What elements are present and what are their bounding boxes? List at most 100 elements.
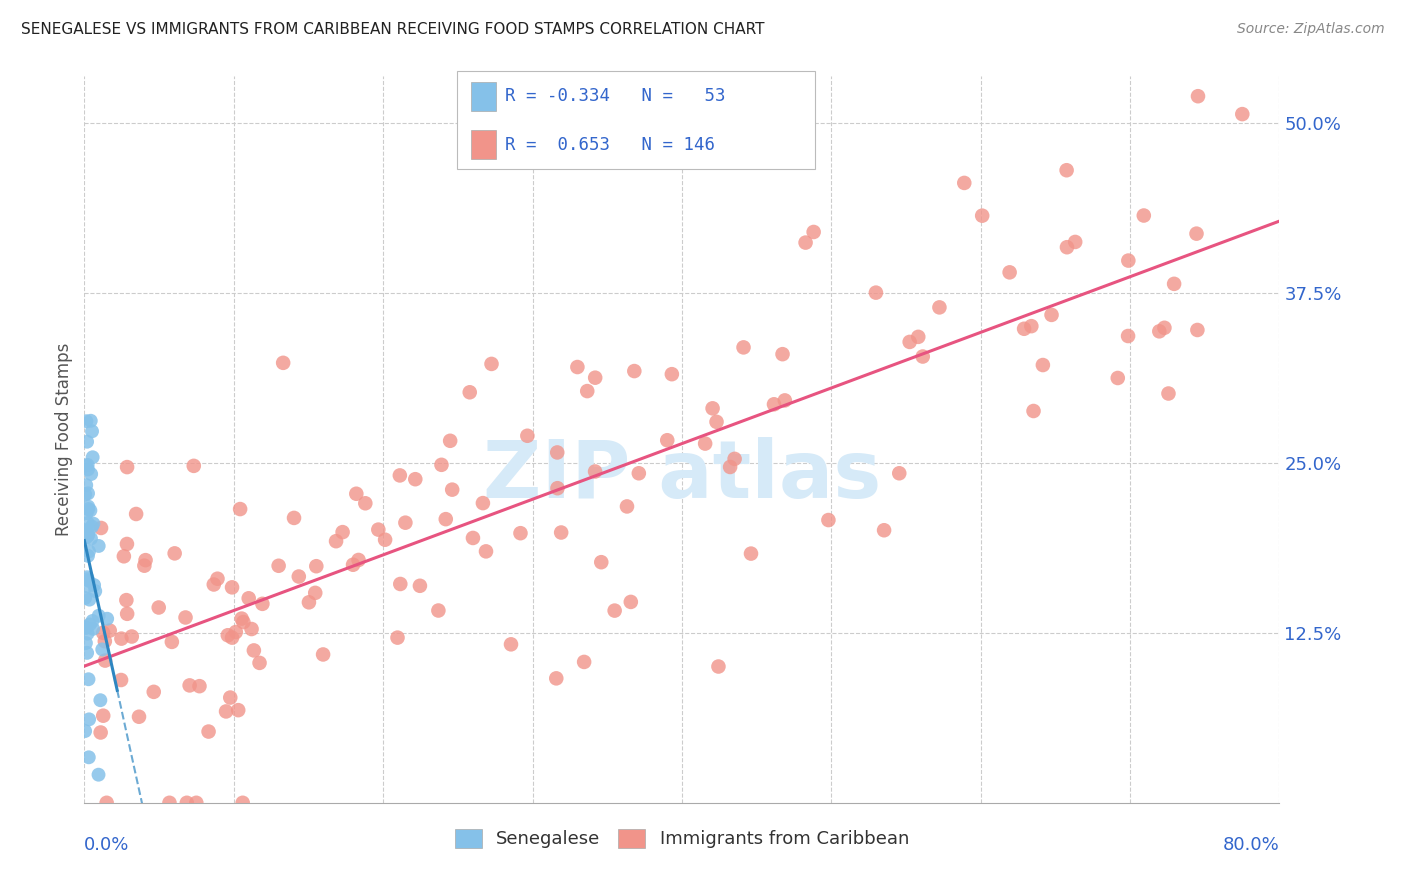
Point <box>75 621 97 635</box>
Point <box>75 414 97 428</box>
Point <box>174 610 197 624</box>
Point <box>243 643 266 657</box>
Point <box>77 502 100 516</box>
Point <box>546 445 568 459</box>
Point <box>183 458 205 473</box>
Point <box>226 703 249 717</box>
Point <box>1022 404 1045 418</box>
Point <box>82 614 104 628</box>
Point <box>439 434 461 448</box>
Point <box>772 347 794 361</box>
Point <box>207 572 229 586</box>
Point <box>77 672 100 686</box>
Point <box>76 646 98 660</box>
Point <box>1040 308 1063 322</box>
Point <box>695 436 717 450</box>
Point <box>87 539 110 553</box>
Point <box>110 673 132 687</box>
Point <box>342 558 364 572</box>
Point <box>1232 107 1254 121</box>
Point <box>1153 320 1175 334</box>
Point <box>998 265 1021 279</box>
Point <box>77 712 100 726</box>
Point <box>803 225 825 239</box>
Point <box>115 460 138 475</box>
Point <box>389 577 412 591</box>
Point <box>898 334 921 349</box>
Point <box>186 796 208 810</box>
Point <box>627 467 650 481</box>
Point <box>96 796 118 810</box>
Point <box>77 750 100 764</box>
Point <box>76 579 98 593</box>
Text: R = -0.334   N =   53: R = -0.334 N = 53 <box>505 87 725 105</box>
Point <box>115 537 138 551</box>
Point <box>1012 322 1035 336</box>
Point <box>312 648 335 662</box>
Point <box>232 796 254 810</box>
Point <box>267 558 290 573</box>
Point <box>75 458 97 473</box>
Point <box>83 578 105 592</box>
Point <box>79 503 101 517</box>
Point <box>481 357 503 371</box>
Point <box>134 558 156 573</box>
Point <box>159 796 181 810</box>
Point <box>75 724 97 739</box>
Point <box>94 634 117 648</box>
Point <box>1157 386 1180 401</box>
Point <box>1056 163 1078 178</box>
Point <box>90 725 112 739</box>
Point <box>583 370 606 384</box>
Point <box>583 465 606 479</box>
Point <box>76 434 98 449</box>
Point <box>1149 324 1171 338</box>
Point <box>80 467 103 481</box>
Point <box>576 384 599 398</box>
Point <box>77 549 100 563</box>
Point <box>817 513 839 527</box>
Point <box>142 685 165 699</box>
Point <box>911 350 934 364</box>
Point <box>112 549 135 564</box>
Point <box>80 519 103 533</box>
Point <box>550 525 572 540</box>
Point <box>723 451 745 466</box>
Point <box>718 460 741 475</box>
Point <box>80 425 103 439</box>
Point <box>79 592 101 607</box>
Point <box>427 603 450 617</box>
Point <box>325 534 347 549</box>
Point <box>80 414 103 428</box>
Point <box>91 708 114 723</box>
Point <box>91 625 114 640</box>
Point <box>76 626 98 640</box>
Point <box>953 176 976 190</box>
Point <box>603 604 626 618</box>
Point <box>221 580 243 594</box>
Point <box>332 525 354 540</box>
Point <box>231 611 253 625</box>
Point <box>271 356 294 370</box>
Point <box>928 301 950 315</box>
Point <box>441 483 464 497</box>
Point <box>82 622 104 636</box>
Point <box>75 636 97 650</box>
Text: 0.0%: 0.0% <box>84 836 129 854</box>
Point <box>1021 319 1043 334</box>
Point <box>249 656 271 670</box>
Point <box>79 617 101 632</box>
Point <box>591 555 613 569</box>
Point <box>77 544 100 558</box>
Point <box>572 655 595 669</box>
Text: SENEGALESE VS IMMIGRANTS FROM CARIBBEAN RECEIVING FOOD STAMPS CORRELATION CHART: SENEGALESE VS IMMIGRANTS FROM CARIBBEAN … <box>21 22 765 37</box>
Point <box>394 516 416 530</box>
Point <box>77 462 100 476</box>
Point <box>509 526 531 541</box>
Point <box>1187 323 1209 337</box>
Point <box>76 529 98 543</box>
Point <box>188 679 211 693</box>
Point <box>873 523 896 537</box>
Point <box>374 533 396 547</box>
Point <box>76 516 98 530</box>
